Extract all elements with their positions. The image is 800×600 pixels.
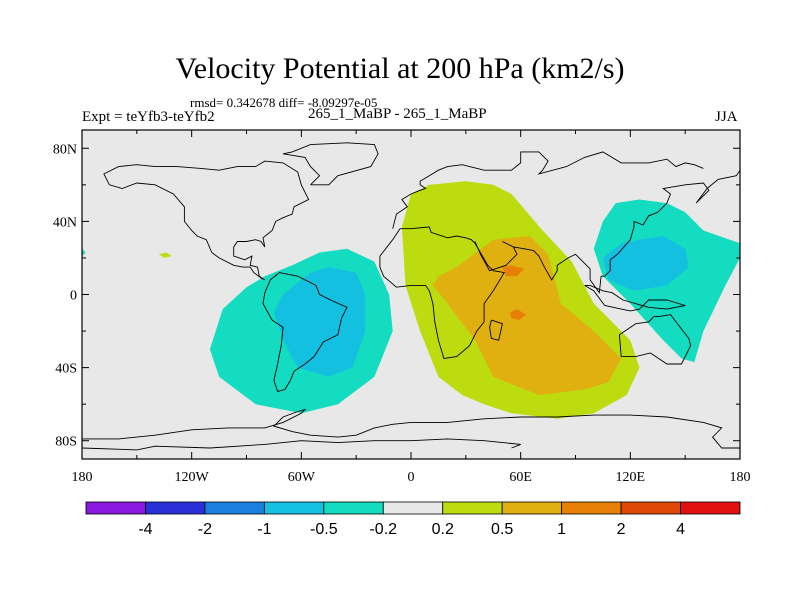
subtitle: 265_1_MaBP - 265_1_MaBP [308,106,487,122]
contour-africa-positive-inner [432,236,622,395]
colorbar-label: -1 [257,521,271,538]
coastline-indonesia [584,284,686,312]
colorbar-label: 4 [676,521,685,538]
contour-west-negative-inner [273,267,366,377]
x-tick-label: 180 [72,470,93,485]
y-tick-label: 40N [53,215,77,230]
colorbar-swatch [263,501,325,515]
y-axis: 80N 40N 0 40S 80S [53,142,740,450]
colorbar-swatch [501,501,563,515]
contour-small-positive-dot [158,252,172,258]
coastline-south-america [262,272,348,392]
colorbar-swatch [145,501,206,515]
colorbar-label: 2 [617,521,626,538]
y-tick-label: 0 [70,289,77,304]
contour-asia-negative-inner [602,236,689,291]
colorbar-swatch [620,501,681,515]
coastline-antarctica [82,408,740,449]
x-tick-label: 180 [730,470,751,485]
x-tick-label: 0 [408,470,415,485]
y-tick-label: 80S [55,435,77,450]
coastline-europe-africa [392,151,704,229]
coastline-madagascar [489,319,503,341]
coastline-ross-shelf [82,438,521,451]
colorbar-label: 1 [557,521,566,538]
colorbar-label: -4 [138,521,152,538]
contour-africa-max-2 [509,309,527,321]
colorbar-label: -0.5 [310,521,338,538]
x-tick-label: 60E [509,470,532,485]
contour-east-edge-negative [82,248,86,257]
y-tick-label: 80N [53,142,77,157]
colorbar-swatch [561,501,622,515]
colorbar: -4 -2 -1 -0.5 -0.2 0.2 0.5 1 2 4 [85,501,741,538]
experiment-label: Expt = teYfb3-teYfb2 [82,109,215,125]
season-label: JJA [715,109,738,125]
colorbar-swatch [680,501,741,515]
x-tick-label: 60W [288,470,316,485]
colorbar-label: 0.5 [491,521,513,538]
coastlines [82,142,740,451]
colorbar-label: 0.2 [432,521,454,538]
coastline-australia [618,314,692,365]
x-tick-label: 120W [175,470,210,485]
x-tick-label: 120E [616,470,646,485]
stats-line: rmsd= 0.342678 diff= -8.09297e-05 [190,95,378,110]
y-tick-label: 40S [55,362,77,377]
coastline-greenland [283,142,379,186]
chart-title: Velocity Potential at 200 hPa (km2/s) [175,52,625,85]
colorbar-swatch [382,501,444,515]
x-axis: 180 120W 60W 0 60E 120E 180 [72,130,751,485]
colorbar-label: -2 [198,521,212,538]
colorbar-label: -0.2 [369,521,397,538]
coastline-north-america [103,160,310,281]
contour-africa-max-1 [502,265,525,277]
colorbar-swatch [323,501,384,515]
colorbar-swatch [85,501,146,515]
coastline-med-arabia-india [379,226,505,360]
colorbar-swatch [442,501,503,515]
colorbar-swatch [204,501,265,515]
coastline-arabia-india-asia [474,169,740,294]
